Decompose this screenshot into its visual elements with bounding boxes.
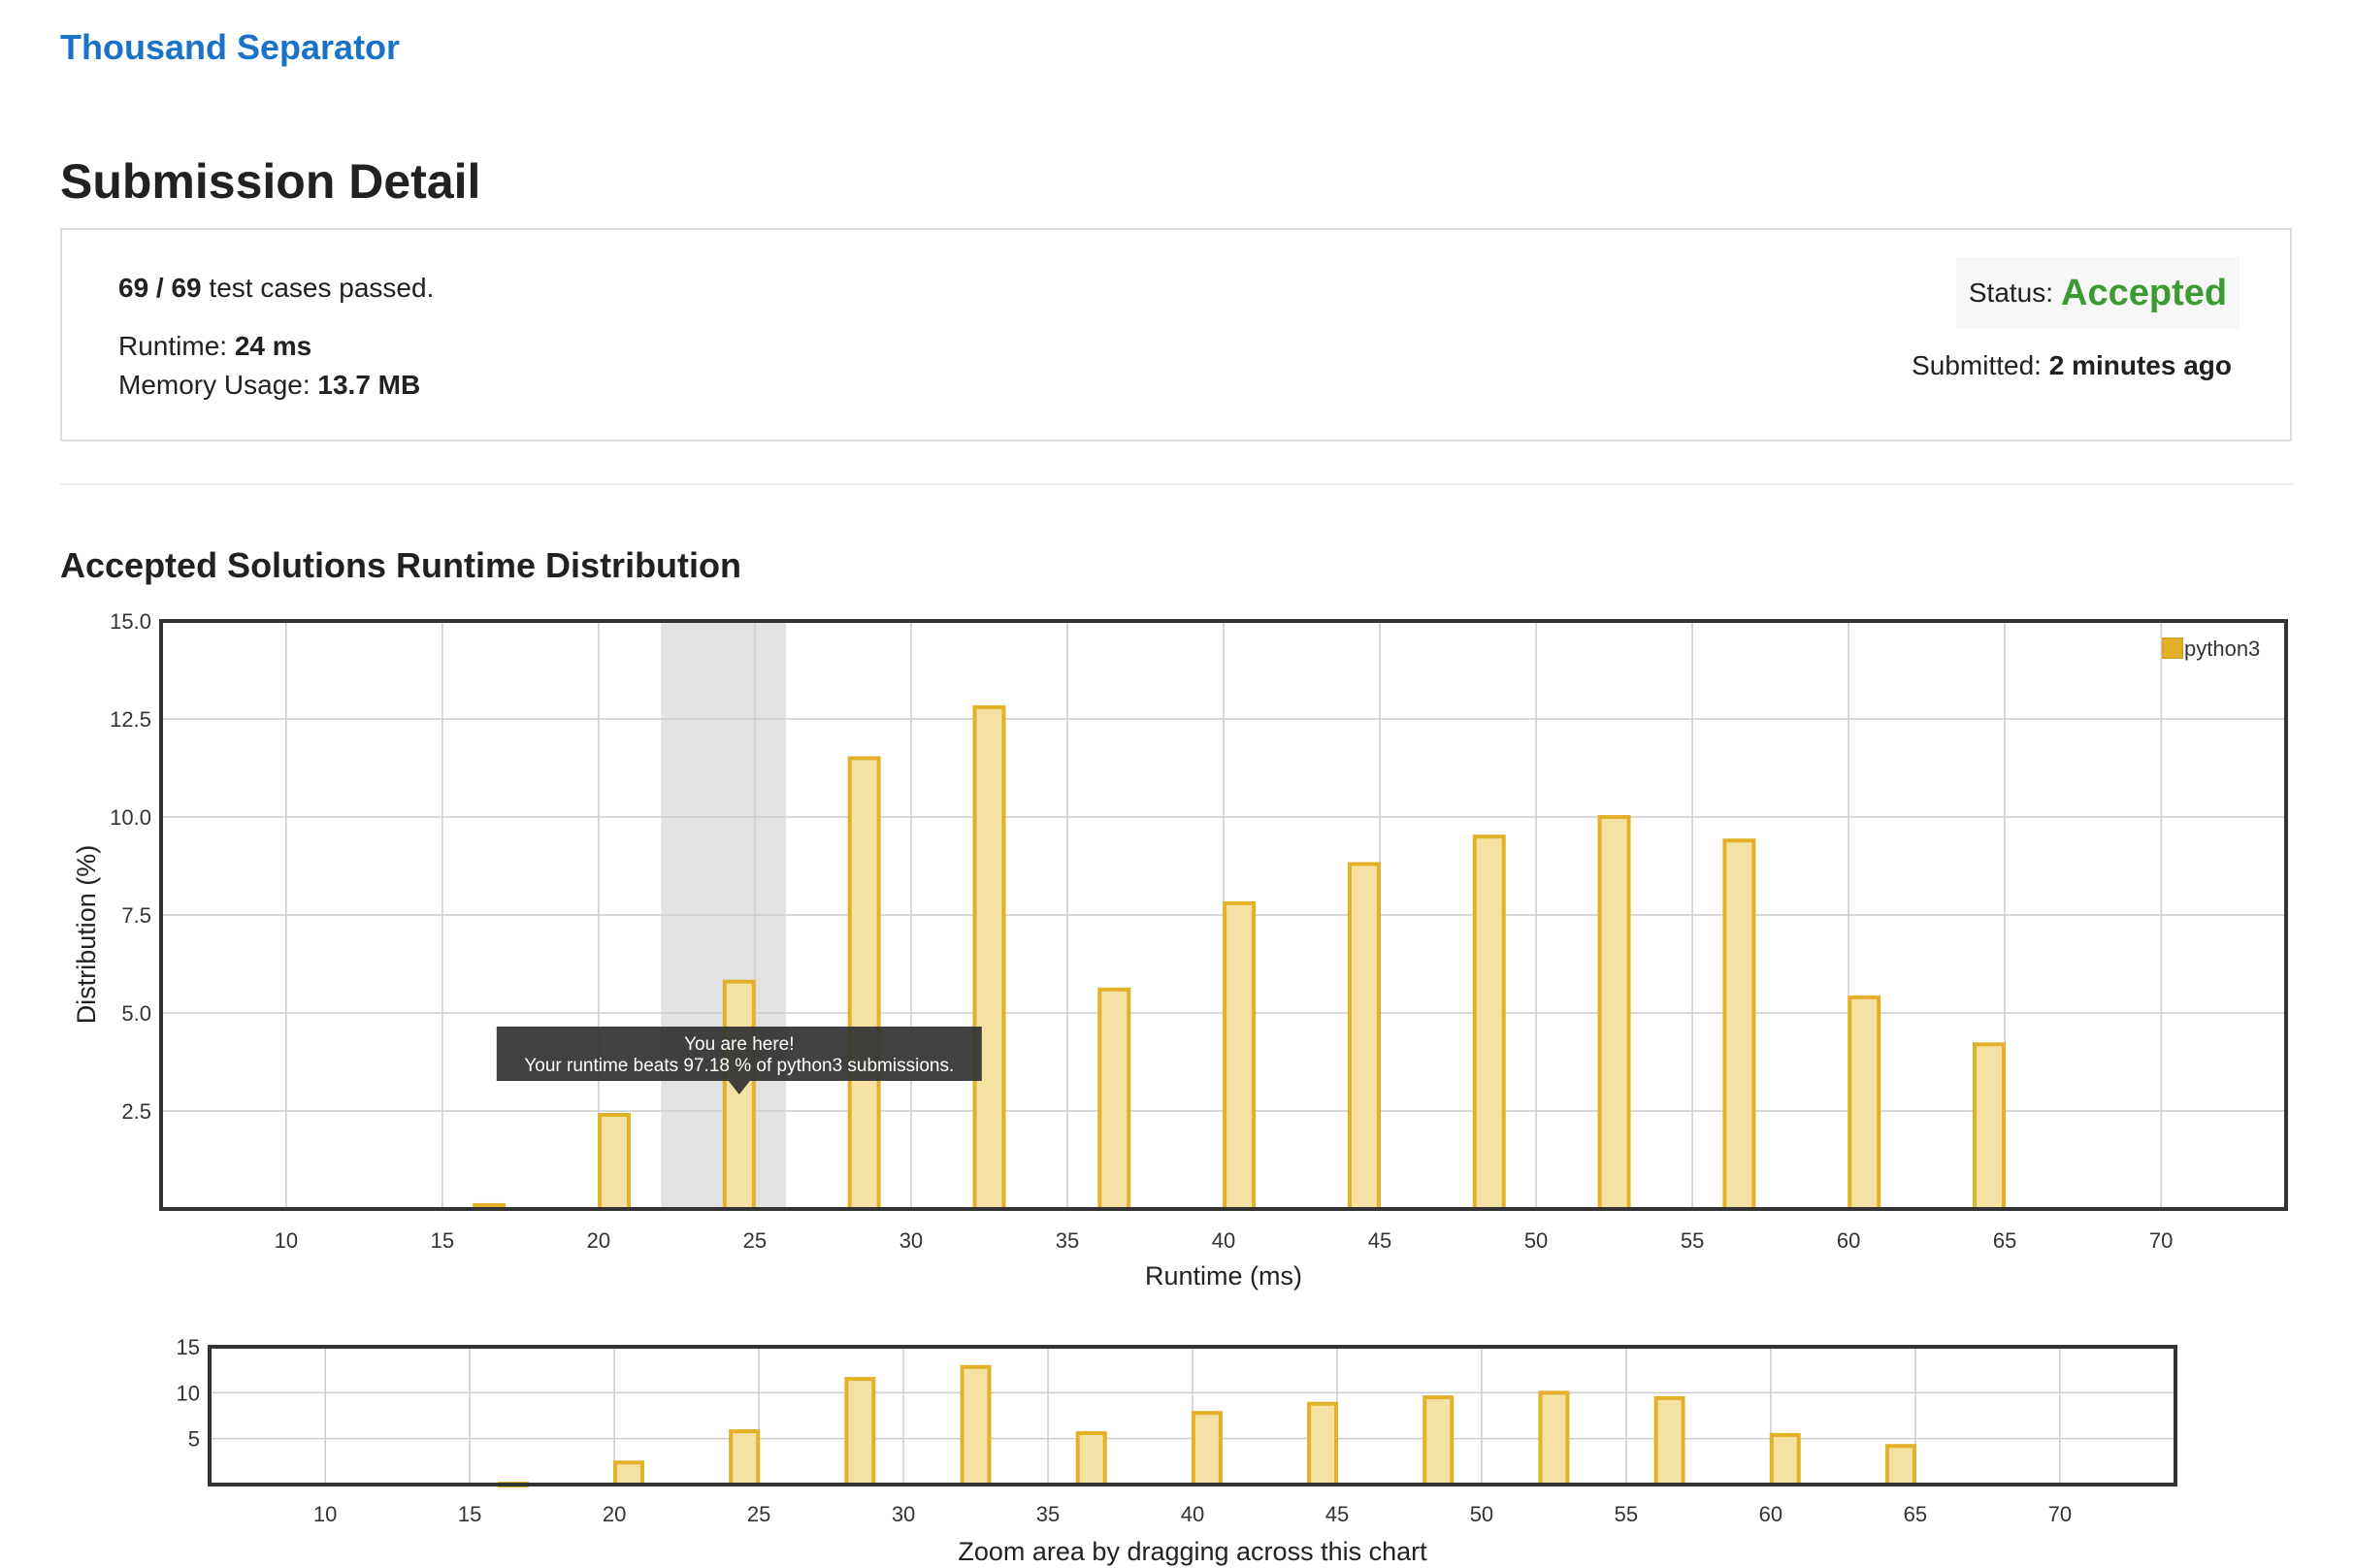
- nav-x-tick-label: 15: [458, 1502, 481, 1526]
- bar-20.5[interactable]: [597, 1113, 631, 1212]
- section-title: Accepted Solutions Runtime Distribution: [60, 545, 742, 585]
- tooltip-line1: You are here!: [684, 1034, 794, 1055]
- y-tick-label: 10.0: [110, 805, 151, 830]
- legend-label: python3: [2184, 637, 2260, 661]
- submitted-label: Submitted:: [1912, 350, 2049, 380]
- nav-bar-44.5: [1307, 1401, 1339, 1487]
- nav-x-tick-label: 40: [1181, 1502, 1204, 1526]
- memory-line: Memory Usage: 13.7 MB: [118, 370, 420, 401]
- y-axis-label: Distribution (%): [72, 845, 101, 1025]
- submitted-line: Submitted: 2 minutes ago: [1912, 350, 2232, 381]
- x-tick-label: 60: [1837, 1228, 1860, 1253]
- bar-32.5[interactable]: [972, 704, 1006, 1211]
- your-runtime-highlight: [661, 621, 787, 1209]
- x-tick-label: 10: [275, 1228, 298, 1253]
- x-tick-label: 30: [899, 1228, 923, 1253]
- nav-x-tick-label: 20: [603, 1502, 626, 1526]
- x-tick-label: 55: [1681, 1228, 1704, 1253]
- memory-value: 13.7 MB: [317, 370, 421, 400]
- x-tick-label: 45: [1368, 1228, 1391, 1253]
- bar-40.5[interactable]: [1223, 900, 1257, 1211]
- bar-28.5[interactable]: [847, 756, 881, 1212]
- bar-56.5[interactable]: [1722, 838, 1756, 1211]
- bar-24.5[interactable]: [722, 979, 756, 1211]
- runtime-label: Runtime:: [118, 331, 235, 361]
- nav-x-tick-label: 45: [1325, 1502, 1349, 1526]
- nav-bar-16.5: [497, 1482, 529, 1488]
- tooltip-pointer: [728, 1081, 750, 1094]
- nav-bar-56.5: [1653, 1396, 1685, 1486]
- nav-x-tick-label: 35: [1036, 1502, 1060, 1526]
- test-cases-count: 69 / 69: [118, 273, 202, 303]
- x-tick-label: 20: [587, 1228, 610, 1253]
- x-tick-label: 65: [1993, 1228, 2016, 1253]
- runtime-line: Runtime: 24 ms: [118, 331, 311, 362]
- bar-36.5[interactable]: [1097, 987, 1131, 1212]
- bar-16.5[interactable]: [473, 1202, 507, 1211]
- legend-swatch: [2162, 637, 2183, 659]
- bar-52.5[interactable]: [1597, 815, 1631, 1211]
- status-label: Status:: [1968, 278, 2054, 308]
- nav-x-tick-label: 55: [1615, 1502, 1638, 1526]
- nav-y-tick-label: 15: [177, 1335, 200, 1359]
- x-tick-label: 15: [431, 1228, 454, 1253]
- y-tick-label: 15.0: [110, 609, 151, 634]
- nav-x-tick-label: 50: [1470, 1502, 1493, 1526]
- nav-x-tick-label: 60: [1759, 1502, 1782, 1526]
- x-tick-label: 50: [1524, 1228, 1548, 1253]
- nav-x-tick-label: 65: [1904, 1502, 1927, 1526]
- nav-bar-20.5: [613, 1460, 645, 1487]
- memory-label: Memory Usage:: [118, 370, 318, 400]
- nav-bar-48.5: [1422, 1395, 1455, 1486]
- x-tick-label: 25: [743, 1228, 767, 1253]
- nav-y-tick-label: 5: [188, 1427, 200, 1452]
- bar-48.5[interactable]: [1472, 834, 1506, 1211]
- bar-60.5[interactable]: [1847, 995, 1881, 1211]
- nav-x-tick-label: 10: [313, 1502, 337, 1526]
- x-tick-label: 35: [1056, 1228, 1079, 1253]
- y-tick-label: 2.5: [121, 1099, 151, 1124]
- y-tick-label: 12.5: [110, 707, 151, 732]
- section-divider: [60, 483, 2294, 485]
- y-tick-label: 7.5: [121, 903, 151, 928]
- status-box: Status: Accepted: [1956, 257, 2240, 329]
- nav-bar-36.5: [1075, 1430, 1107, 1487]
- nav-bar-24.5: [729, 1429, 761, 1487]
- nav-bar-52.5: [1538, 1390, 1570, 1487]
- x-tick-label: 40: [1212, 1228, 1235, 1253]
- test-cases-suffix: test cases passed.: [201, 273, 435, 303]
- x-tick-label: 70: [2149, 1228, 2173, 1253]
- bar-44.5[interactable]: [1347, 862, 1381, 1211]
- nav-bar-28.5: [844, 1377, 876, 1486]
- nav-bar-60.5: [1769, 1432, 1801, 1487]
- nav-x-tick-label: 25: [747, 1502, 770, 1526]
- main-plot-frame: [159, 619, 2288, 1211]
- navigator-frame[interactable]: [208, 1345, 2177, 1486]
- tooltip-line2: Your runtime beats 97.18 % of python3 su…: [524, 1056, 954, 1076]
- status-value: Accepted: [2061, 272, 2228, 313]
- y-tick-label: 5.0: [121, 1001, 151, 1026]
- nav-bar-32.5: [960, 1364, 992, 1486]
- problem-title-link[interactable]: Thousand Separator: [60, 27, 401, 67]
- nav-x-tick-label: 30: [892, 1502, 915, 1526]
- bar-64.5[interactable]: [1973, 1042, 2007, 1211]
- test-cases-result: 69 / 69 test cases passed.: [118, 273, 434, 304]
- nav-y-tick-label: 10: [177, 1381, 200, 1405]
- nav-x-tick-label: 70: [2048, 1502, 2072, 1526]
- submitted-value: 2 minutes ago: [2048, 350, 2232, 380]
- x-axis-label: Runtime (ms): [1145, 1261, 1302, 1290]
- tooltip-box: [496, 1027, 982, 1081]
- nav-bar-64.5: [1884, 1444, 1916, 1486]
- submission-summary-panel: 69 / 69 test cases passed. Runtime: 24 m…: [60, 228, 2292, 441]
- nav-bar-40.5: [1191, 1411, 1223, 1487]
- page-title: Submission Detail: [60, 154, 481, 209]
- runtime-value: 24 ms: [234, 331, 312, 361]
- navigator-caption: Zoom area by dragging across this chart: [958, 1537, 1427, 1566]
